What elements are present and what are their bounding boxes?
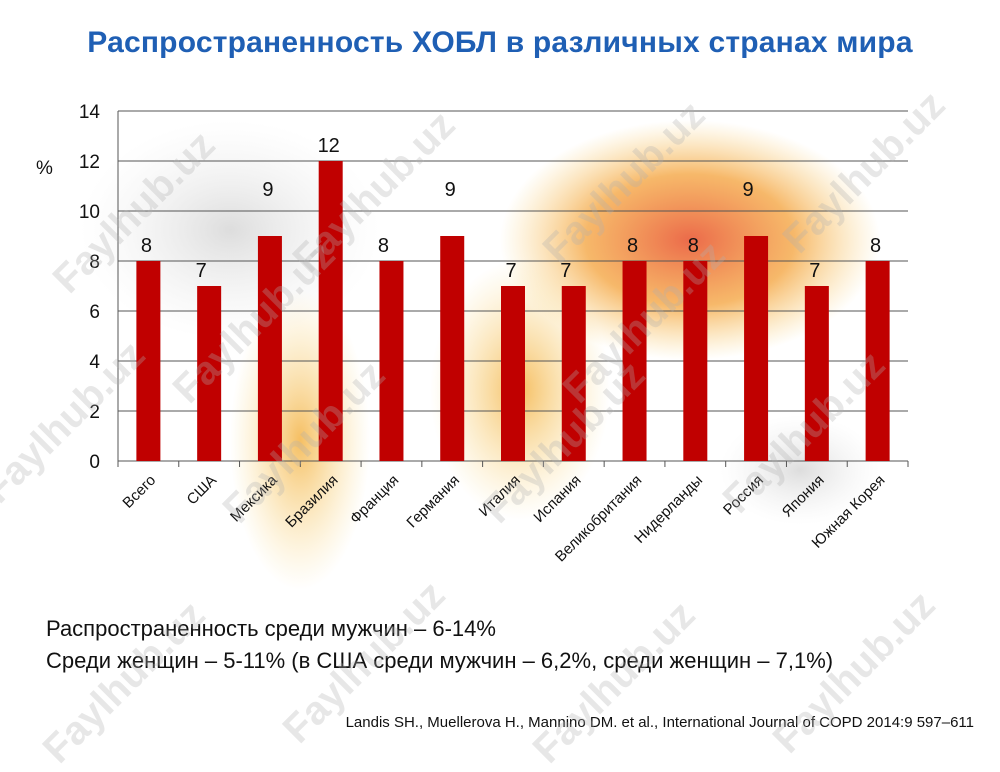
- data-label-4: 8: [378, 235, 389, 257]
- men-prevalence-note: Распространенность среди мужчин – 6-14%: [46, 616, 496, 641]
- data-label-9: 8: [688, 235, 699, 257]
- watermark-text: Faylhub.uz: [524, 592, 704, 772]
- data-label-6: 7: [505, 260, 516, 282]
- x-tick-label-1: США: [183, 472, 219, 508]
- women-prevalence-note: Среди женщин – 5-11% (в США среди мужчин…: [46, 648, 834, 673]
- bar-8: [622, 261, 647, 461]
- y-tick-label: 0: [89, 452, 100, 473]
- y-tick-label: 6: [89, 302, 100, 323]
- bar-7: [561, 286, 586, 461]
- data-label-3: 12: [318, 135, 340, 157]
- x-tick-label-5: Германия: [403, 472, 463, 532]
- bar-10: [744, 236, 769, 461]
- bar-11: [804, 286, 829, 461]
- data-label-2: 9: [262, 179, 273, 201]
- x-tick-label-0: Всего: [119, 472, 159, 512]
- y-tick-label: 8: [89, 252, 100, 273]
- bar-2: [257, 236, 282, 461]
- data-label-12: 8: [870, 235, 881, 257]
- data-label-0: 8: [141, 235, 152, 257]
- data-label-5: 9: [445, 179, 456, 201]
- bar-1: [197, 286, 222, 461]
- bar-5: [440, 236, 465, 461]
- y-tick-label: 12: [79, 152, 100, 173]
- data-label-11: 7: [809, 260, 820, 282]
- bar-9: [683, 261, 708, 461]
- citation: Landis SH., Muellerova H., Mannino DM. e…: [345, 714, 974, 731]
- data-label-8: 8: [627, 235, 638, 257]
- bar-0: [136, 261, 161, 461]
- data-label-1: 7: [196, 260, 207, 282]
- y-tick-label: 10: [79, 202, 100, 223]
- bar-6: [501, 286, 525, 461]
- y-axis-label: %: [36, 158, 53, 179]
- y-tick-label: 14: [79, 102, 101, 123]
- page-title: Распространенность ХОБЛ в различных стра…: [87, 26, 913, 59]
- bar-12: [865, 261, 890, 461]
- bar-3: [318, 161, 343, 461]
- y-tick-label: 4: [89, 352, 100, 373]
- data-label-7: 7: [560, 260, 571, 282]
- bar-4: [379, 261, 404, 461]
- y-tick-label: 2: [89, 402, 100, 423]
- data-label-10: 9: [743, 179, 754, 201]
